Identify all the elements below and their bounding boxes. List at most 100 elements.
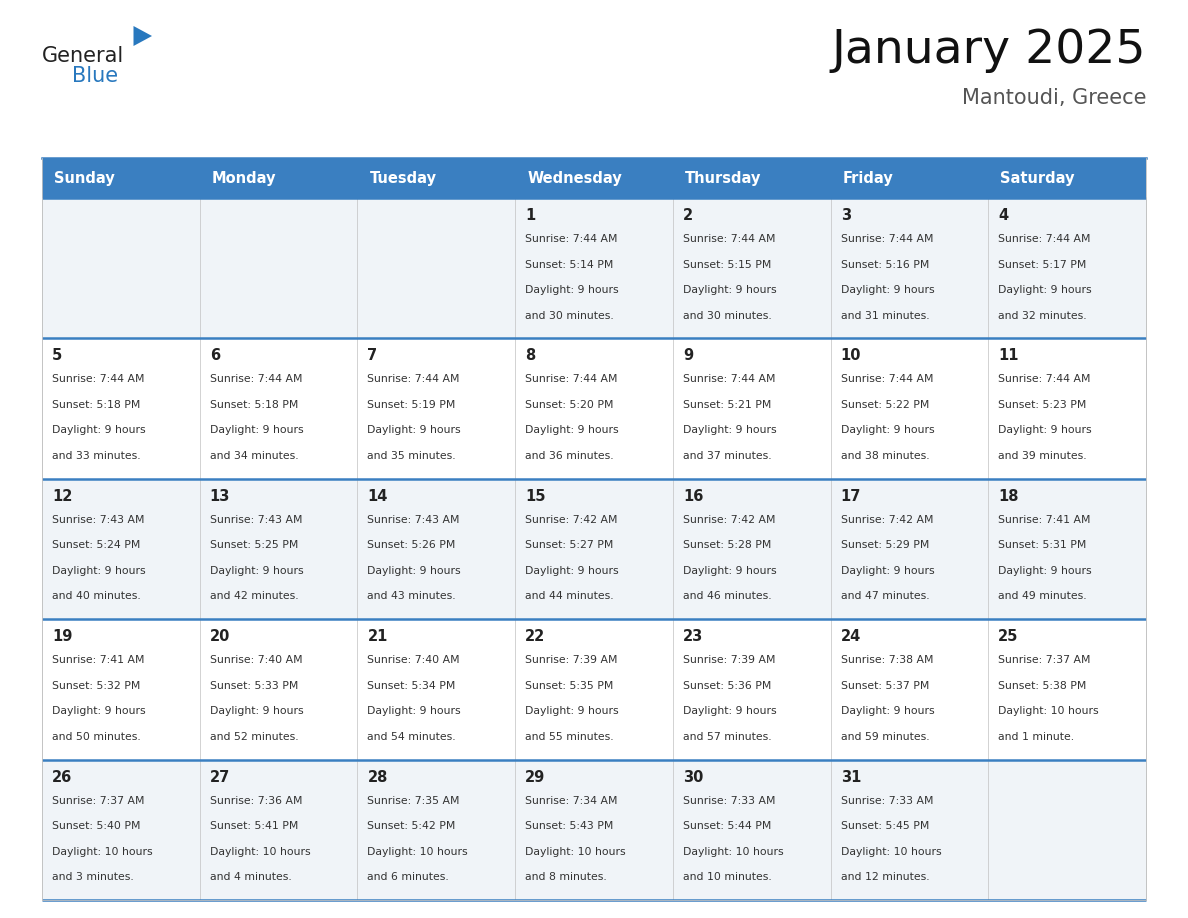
Text: and 30 minutes.: and 30 minutes. <box>525 310 614 320</box>
Text: Sunrise: 7:40 AM: Sunrise: 7:40 AM <box>210 655 302 666</box>
Text: Sunrise: 7:37 AM: Sunrise: 7:37 AM <box>998 655 1091 666</box>
FancyBboxPatch shape <box>200 158 358 198</box>
FancyBboxPatch shape <box>988 479 1146 620</box>
Text: Daylight: 9 hours: Daylight: 9 hours <box>367 565 461 576</box>
Text: Daylight: 9 hours: Daylight: 9 hours <box>841 706 934 716</box>
Text: Daylight: 9 hours: Daylight: 9 hours <box>841 565 934 576</box>
Text: Sunset: 5:24 PM: Sunset: 5:24 PM <box>52 541 140 550</box>
Text: 29: 29 <box>525 769 545 785</box>
Text: and 57 minutes.: and 57 minutes. <box>683 732 771 742</box>
Text: Sunset: 5:45 PM: Sunset: 5:45 PM <box>841 821 929 831</box>
Text: Daylight: 10 hours: Daylight: 10 hours <box>367 846 468 856</box>
FancyBboxPatch shape <box>830 759 988 900</box>
Text: Sunset: 5:18 PM: Sunset: 5:18 PM <box>210 400 298 410</box>
FancyBboxPatch shape <box>672 479 830 620</box>
Text: Daylight: 9 hours: Daylight: 9 hours <box>367 425 461 435</box>
Text: and 47 minutes.: and 47 minutes. <box>841 591 929 601</box>
Text: and 55 minutes.: and 55 minutes. <box>525 732 614 742</box>
Text: and 31 minutes.: and 31 minutes. <box>841 310 929 320</box>
Text: and 33 minutes.: and 33 minutes. <box>52 451 140 461</box>
Text: Sunset: 5:35 PM: Sunset: 5:35 PM <box>525 681 613 690</box>
Text: and 54 minutes.: and 54 minutes. <box>367 732 456 742</box>
FancyBboxPatch shape <box>516 620 672 759</box>
Text: Thursday: Thursday <box>684 171 762 185</box>
Text: 26: 26 <box>52 769 72 785</box>
Text: Daylight: 10 hours: Daylight: 10 hours <box>998 706 1099 716</box>
Text: Daylight: 10 hours: Daylight: 10 hours <box>525 846 626 856</box>
Text: Sunset: 5:28 PM: Sunset: 5:28 PM <box>683 541 771 550</box>
Text: 21: 21 <box>367 629 387 644</box>
Text: Sunset: 5:25 PM: Sunset: 5:25 PM <box>210 541 298 550</box>
Text: 10: 10 <box>841 349 861 364</box>
Text: Daylight: 9 hours: Daylight: 9 hours <box>525 425 619 435</box>
Text: and 52 minutes.: and 52 minutes. <box>210 732 298 742</box>
Text: and 46 minutes.: and 46 minutes. <box>683 591 771 601</box>
FancyBboxPatch shape <box>988 759 1146 900</box>
Text: Sunrise: 7:35 AM: Sunrise: 7:35 AM <box>367 796 460 806</box>
Text: Sunset: 5:14 PM: Sunset: 5:14 PM <box>525 260 613 270</box>
Text: 20: 20 <box>210 629 230 644</box>
Text: and 36 minutes.: and 36 minutes. <box>525 451 614 461</box>
Text: Daylight: 9 hours: Daylight: 9 hours <box>52 706 146 716</box>
Text: and 38 minutes.: and 38 minutes. <box>841 451 929 461</box>
Text: Sunrise: 7:37 AM: Sunrise: 7:37 AM <box>52 796 145 806</box>
Text: Sunrise: 7:44 AM: Sunrise: 7:44 AM <box>841 375 933 385</box>
Text: 28: 28 <box>367 769 387 785</box>
Text: Sunday: Sunday <box>53 171 115 185</box>
Text: 2: 2 <box>683 208 693 223</box>
Text: Sunset: 5:29 PM: Sunset: 5:29 PM <box>841 541 929 550</box>
FancyBboxPatch shape <box>830 620 988 759</box>
Text: and 59 minutes.: and 59 minutes. <box>841 732 929 742</box>
Text: 5: 5 <box>52 349 62 364</box>
Text: Sunrise: 7:44 AM: Sunrise: 7:44 AM <box>683 375 776 385</box>
Text: 7: 7 <box>367 349 378 364</box>
FancyBboxPatch shape <box>830 339 988 479</box>
FancyBboxPatch shape <box>42 339 200 479</box>
Text: and 39 minutes.: and 39 minutes. <box>998 451 1087 461</box>
Text: Sunrise: 7:43 AM: Sunrise: 7:43 AM <box>52 515 145 525</box>
Text: Sunset: 5:32 PM: Sunset: 5:32 PM <box>52 681 140 690</box>
Text: Sunset: 5:16 PM: Sunset: 5:16 PM <box>841 260 929 270</box>
FancyBboxPatch shape <box>988 198 1146 339</box>
FancyBboxPatch shape <box>358 158 516 198</box>
FancyBboxPatch shape <box>672 620 830 759</box>
FancyBboxPatch shape <box>358 620 516 759</box>
FancyBboxPatch shape <box>830 158 988 198</box>
Text: Daylight: 9 hours: Daylight: 9 hours <box>683 565 777 576</box>
Text: 22: 22 <box>525 629 545 644</box>
Text: Daylight: 9 hours: Daylight: 9 hours <box>998 285 1092 295</box>
Text: Sunrise: 7:36 AM: Sunrise: 7:36 AM <box>210 796 302 806</box>
Text: 23: 23 <box>683 629 703 644</box>
Text: and 4 minutes.: and 4 minutes. <box>210 872 291 882</box>
FancyBboxPatch shape <box>42 158 200 198</box>
Text: Daylight: 9 hours: Daylight: 9 hours <box>998 565 1092 576</box>
Text: Daylight: 9 hours: Daylight: 9 hours <box>683 285 777 295</box>
Text: Sunrise: 7:39 AM: Sunrise: 7:39 AM <box>683 655 776 666</box>
Text: Sunrise: 7:43 AM: Sunrise: 7:43 AM <box>210 515 302 525</box>
Text: Monday: Monday <box>211 171 277 185</box>
Text: General: General <box>42 46 125 66</box>
Text: 1: 1 <box>525 208 536 223</box>
FancyBboxPatch shape <box>672 339 830 479</box>
FancyBboxPatch shape <box>42 759 200 900</box>
FancyBboxPatch shape <box>200 759 358 900</box>
Text: Daylight: 10 hours: Daylight: 10 hours <box>683 846 783 856</box>
Text: and 49 minutes.: and 49 minutes. <box>998 591 1087 601</box>
Text: Sunset: 5:26 PM: Sunset: 5:26 PM <box>367 541 456 550</box>
Text: Sunset: 5:18 PM: Sunset: 5:18 PM <box>52 400 140 410</box>
Text: Daylight: 9 hours: Daylight: 9 hours <box>998 425 1092 435</box>
FancyBboxPatch shape <box>988 339 1146 479</box>
Text: and 10 minutes.: and 10 minutes. <box>683 872 772 882</box>
Text: Sunrise: 7:33 AM: Sunrise: 7:33 AM <box>841 796 933 806</box>
Text: Daylight: 10 hours: Daylight: 10 hours <box>210 846 310 856</box>
Text: 3: 3 <box>841 208 851 223</box>
Text: and 34 minutes.: and 34 minutes. <box>210 451 298 461</box>
Text: Daylight: 9 hours: Daylight: 9 hours <box>683 425 777 435</box>
FancyBboxPatch shape <box>516 479 672 620</box>
FancyBboxPatch shape <box>42 479 200 620</box>
FancyBboxPatch shape <box>200 198 358 339</box>
Text: Blue: Blue <box>72 66 118 86</box>
Text: and 1 minute.: and 1 minute. <box>998 732 1074 742</box>
Text: Mantoudi, Greece: Mantoudi, Greece <box>961 88 1146 108</box>
Text: 31: 31 <box>841 769 861 785</box>
